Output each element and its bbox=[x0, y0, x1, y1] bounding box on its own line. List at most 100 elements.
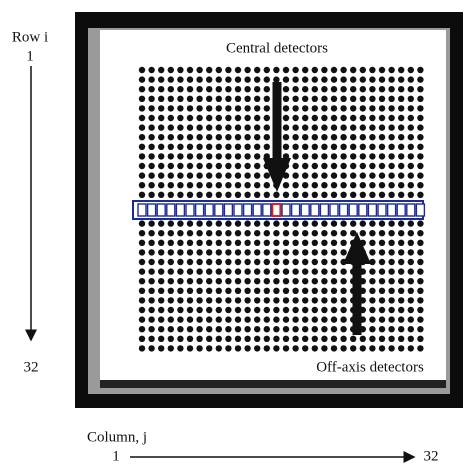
detector bbox=[206, 144, 212, 150]
detector bbox=[254, 316, 260, 322]
detector bbox=[379, 240, 385, 246]
detector bbox=[244, 153, 250, 159]
detector bbox=[264, 220, 270, 226]
detector bbox=[264, 86, 270, 92]
detector bbox=[148, 124, 154, 130]
detector bbox=[196, 134, 202, 140]
detector bbox=[148, 230, 154, 236]
detector bbox=[312, 249, 318, 255]
detector bbox=[283, 96, 289, 102]
detector bbox=[302, 288, 308, 294]
detector bbox=[235, 240, 241, 246]
detector bbox=[168, 278, 174, 284]
detector bbox=[187, 288, 193, 294]
detector bbox=[331, 249, 337, 255]
detector bbox=[187, 134, 193, 140]
detector bbox=[148, 297, 154, 303]
detector bbox=[302, 86, 308, 92]
detector bbox=[302, 144, 308, 150]
detector bbox=[340, 240, 346, 246]
row-cell bbox=[186, 204, 194, 216]
detector bbox=[264, 268, 270, 274]
detector bbox=[264, 316, 270, 322]
row-cell bbox=[272, 204, 280, 216]
detector bbox=[273, 230, 279, 236]
detector bbox=[408, 345, 414, 351]
detector bbox=[206, 345, 212, 351]
detector bbox=[235, 124, 241, 130]
detector bbox=[225, 172, 231, 178]
detector bbox=[360, 172, 366, 178]
row-cell bbox=[234, 204, 242, 216]
detector bbox=[264, 307, 270, 313]
detector bbox=[369, 67, 375, 73]
detector bbox=[139, 230, 145, 236]
detector bbox=[206, 67, 212, 73]
detector bbox=[331, 134, 337, 140]
detector bbox=[254, 134, 260, 140]
detector bbox=[264, 182, 270, 188]
detector bbox=[158, 326, 164, 332]
detector bbox=[340, 105, 346, 111]
detector bbox=[302, 134, 308, 140]
detector bbox=[369, 288, 375, 294]
detector bbox=[312, 307, 318, 313]
detector bbox=[302, 76, 308, 82]
detector bbox=[206, 249, 212, 255]
detector bbox=[216, 67, 222, 73]
detector bbox=[283, 115, 289, 121]
detector bbox=[388, 297, 394, 303]
detector bbox=[235, 192, 241, 198]
detector bbox=[254, 67, 260, 73]
detector bbox=[177, 316, 183, 322]
detector bbox=[417, 172, 423, 178]
detector bbox=[273, 288, 279, 294]
detector bbox=[187, 67, 193, 73]
detector bbox=[158, 259, 164, 265]
detector bbox=[292, 67, 298, 73]
detector bbox=[235, 268, 241, 274]
detector bbox=[264, 115, 270, 121]
detector bbox=[168, 326, 174, 332]
detector bbox=[139, 153, 145, 159]
detector bbox=[235, 307, 241, 313]
detector bbox=[177, 67, 183, 73]
detector bbox=[388, 259, 394, 265]
detector bbox=[273, 240, 279, 246]
detector bbox=[168, 307, 174, 313]
detector bbox=[187, 182, 193, 188]
detector-figure: Central detectors Off-axis detectors Row… bbox=[0, 0, 474, 466]
detector bbox=[379, 163, 385, 169]
detector bbox=[244, 96, 250, 102]
detector bbox=[408, 240, 414, 246]
detector bbox=[196, 297, 202, 303]
detector bbox=[225, 278, 231, 284]
detector bbox=[235, 297, 241, 303]
detector bbox=[321, 124, 327, 130]
detector bbox=[187, 336, 193, 342]
detector bbox=[388, 268, 394, 274]
detector bbox=[292, 96, 298, 102]
detector bbox=[216, 345, 222, 351]
detector bbox=[340, 326, 346, 332]
detector bbox=[283, 134, 289, 140]
detector bbox=[312, 96, 318, 102]
detector bbox=[254, 268, 260, 274]
detector bbox=[206, 326, 212, 332]
detector bbox=[158, 345, 164, 351]
detector bbox=[302, 316, 308, 322]
detector bbox=[408, 144, 414, 150]
detector bbox=[225, 86, 231, 92]
detector bbox=[177, 163, 183, 169]
detector bbox=[369, 153, 375, 159]
detector bbox=[321, 96, 327, 102]
detector bbox=[360, 124, 366, 130]
detector bbox=[408, 220, 414, 226]
detector bbox=[225, 182, 231, 188]
detector bbox=[340, 144, 346, 150]
detector bbox=[369, 326, 375, 332]
detector bbox=[158, 240, 164, 246]
detector bbox=[340, 278, 346, 284]
detector bbox=[187, 297, 193, 303]
detector bbox=[264, 192, 270, 198]
